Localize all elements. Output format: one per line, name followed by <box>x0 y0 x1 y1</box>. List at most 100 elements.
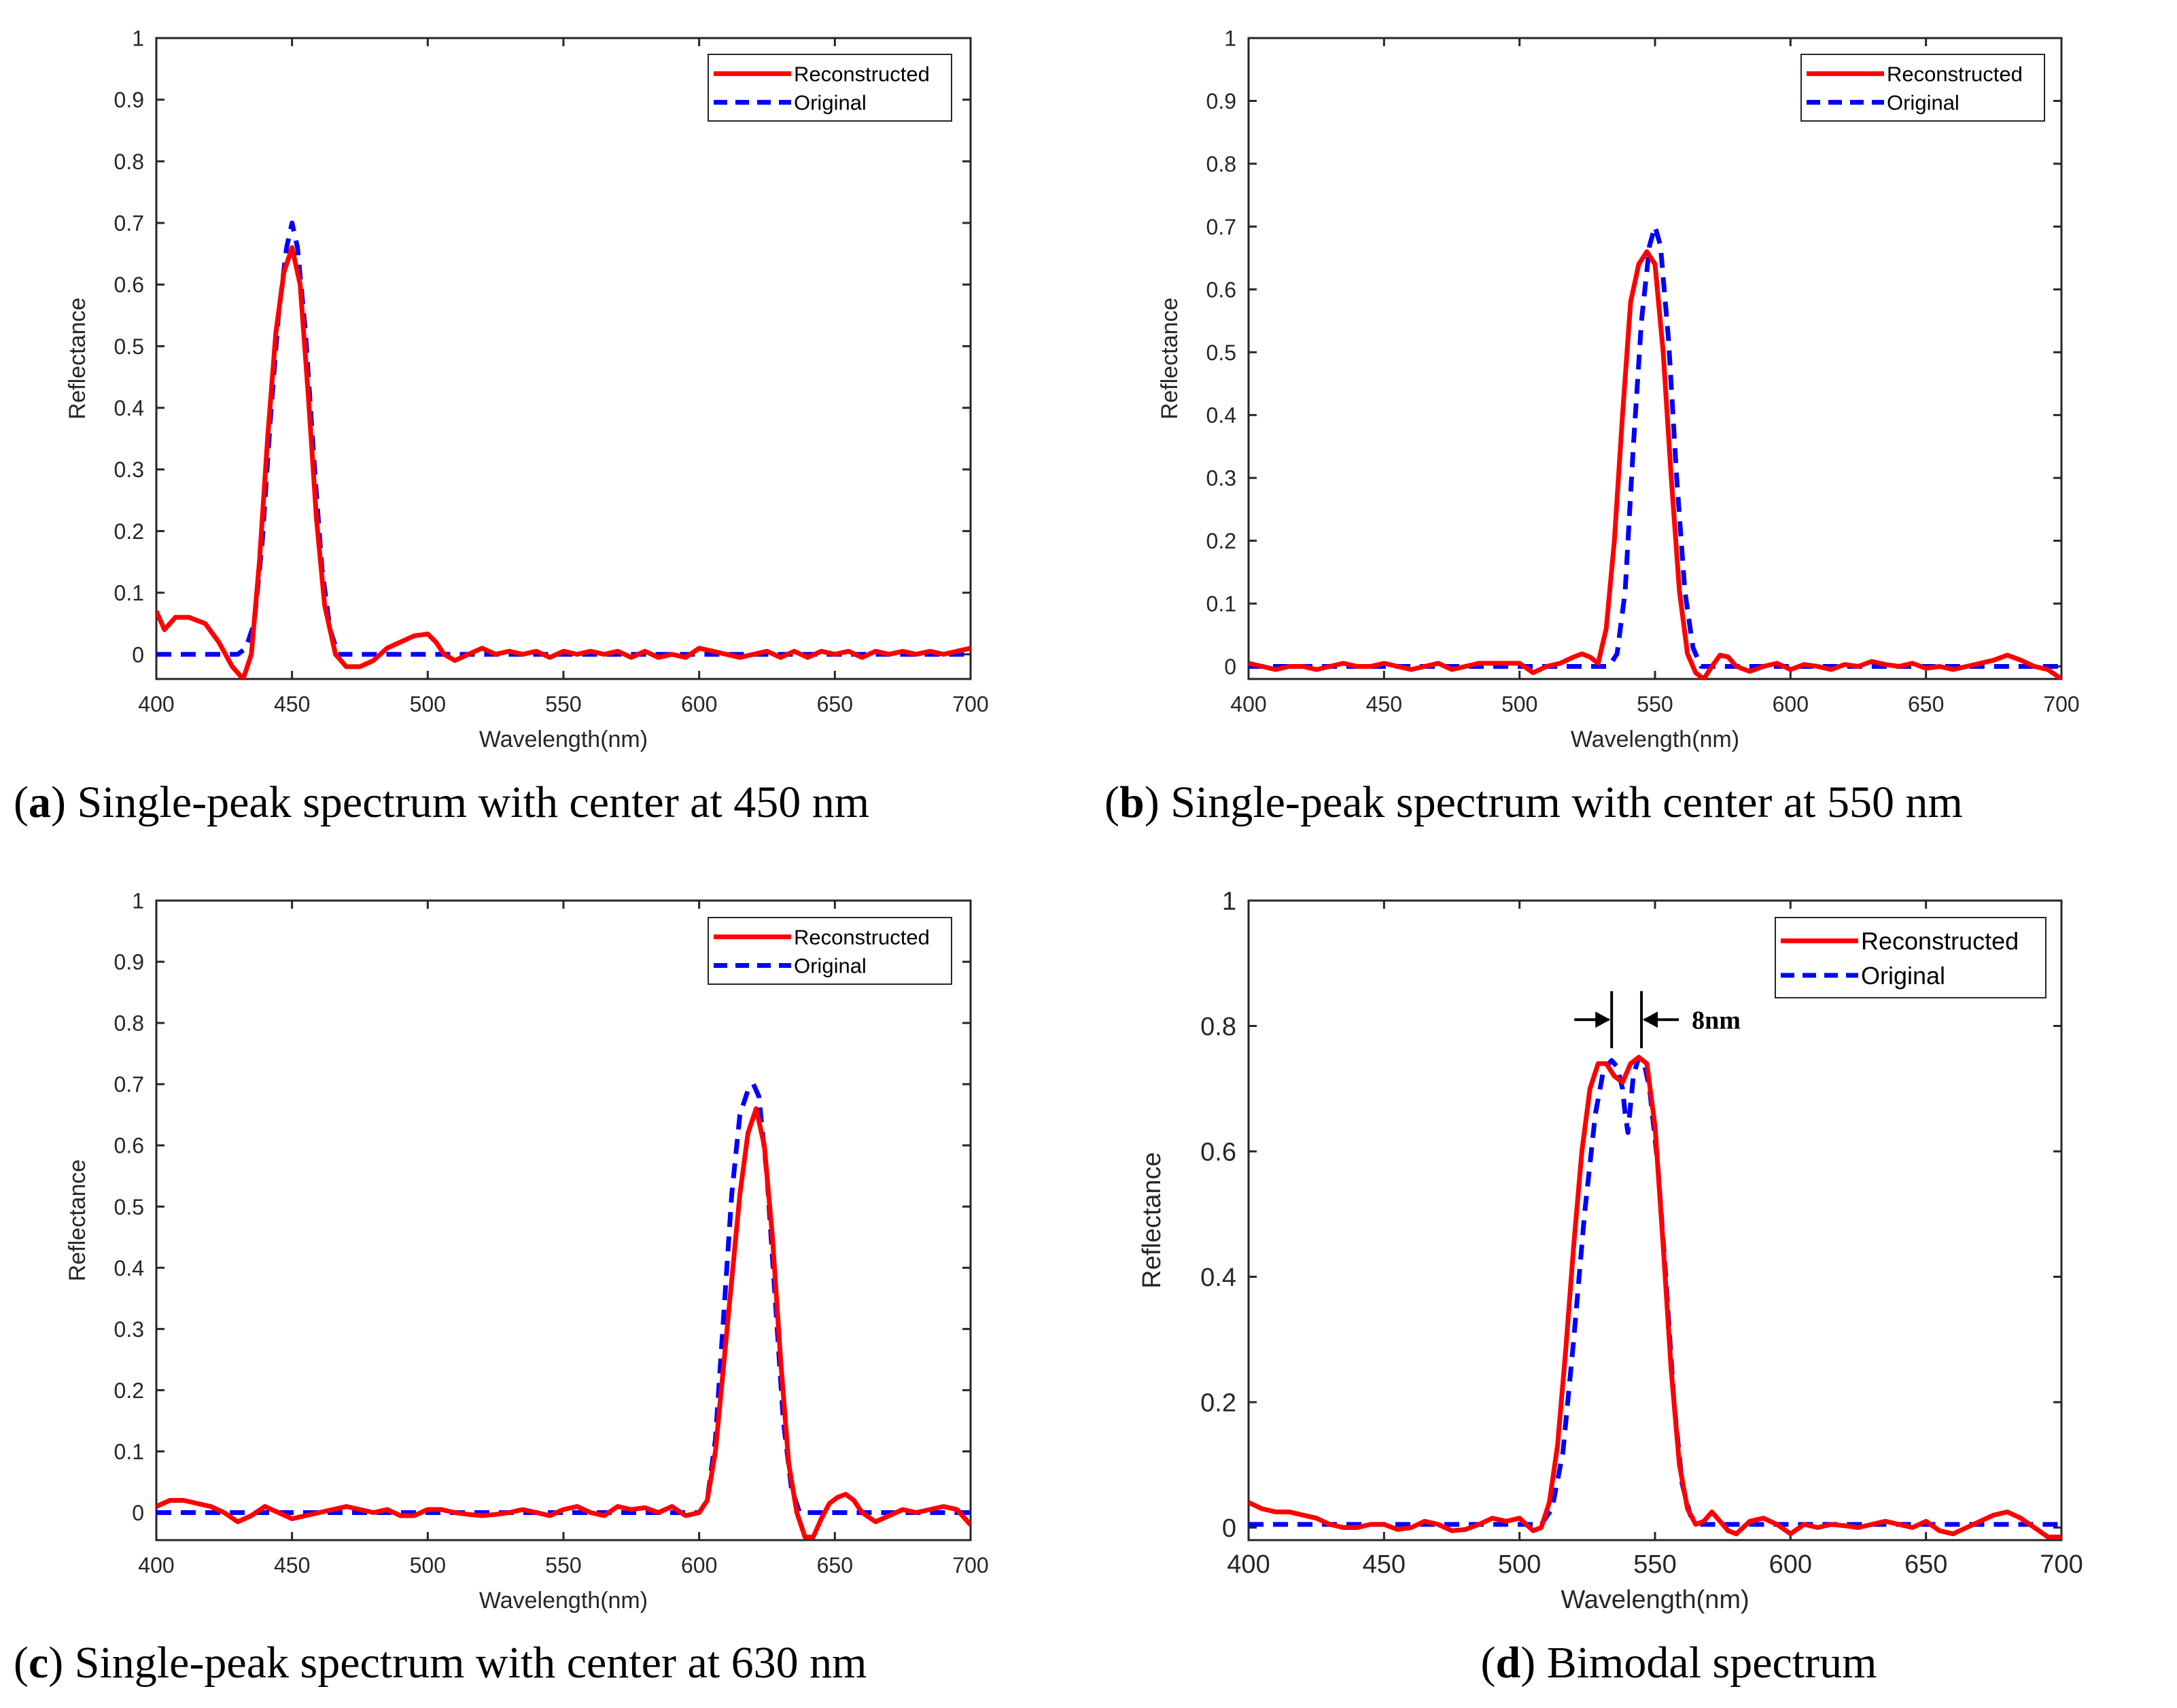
y-tick-label: 0.9 <box>114 88 144 112</box>
x-axis-label: Wavelength(nm) <box>1561 1586 1749 1614</box>
x-tick-label: 400 <box>1227 1550 1270 1579</box>
peak-separation-annotation: 8nm <box>1574 991 1741 1049</box>
legend-label-original: Original <box>794 91 867 115</box>
y-tick-label: 0.4 <box>114 1256 144 1280</box>
x-tick-label: 650 <box>1904 1550 1947 1579</box>
x-tick-label: 400 <box>1230 692 1266 716</box>
legend-label-reconstructed: Reconstructed <box>794 63 930 86</box>
y-tick-label: 0.6 <box>1206 277 1236 302</box>
series-line-reconstructed <box>156 245 971 679</box>
x-tick-label: 600 <box>1773 692 1809 716</box>
y-tick-label: 0.4 <box>1200 1263 1236 1292</box>
x-tick-label: 550 <box>1633 1550 1676 1579</box>
legend-box <box>708 917 952 985</box>
caption-label: d <box>1496 1638 1521 1688</box>
y-tick-label: 0.2 <box>114 519 144 544</box>
panel-caption: (b) Single-peak spectrum with center at … <box>1104 778 1963 827</box>
x-tick-label: 550 <box>1637 692 1673 716</box>
y-tick-label: 0.5 <box>1206 341 1236 365</box>
x-tick-label: 450 <box>1363 1550 1406 1579</box>
y-tick-label: 1 <box>1224 27 1236 51</box>
y-tick-label: 0.4 <box>114 396 144 421</box>
y-axis-label: Reflectance <box>65 1160 90 1282</box>
panel-c: 400 450 500 550 600 650 700 0 0.1 0.2 0.3 0.4 0.5 0.6… <box>14 889 989 1688</box>
x-tick-label: 650 <box>1908 692 1944 716</box>
axes-box <box>1247 37 2063 680</box>
y-tick-label: 0 <box>132 1501 144 1525</box>
x-axis-label: Wavelength(nm) <box>1571 727 1739 752</box>
x-tick-label: 500 <box>1501 692 1537 716</box>
y-tick-label: 0.8 <box>1200 1013 1236 1041</box>
x-tick-label: 400 <box>138 692 174 716</box>
annotation-label: 8nm <box>1692 1006 1741 1034</box>
series-line-reconstructed <box>156 1106 971 1539</box>
x-tick-label: 600 <box>681 1553 717 1578</box>
series-line-reconstructed <box>1249 249 2061 679</box>
caption-text: Single-peak spectrum with center at 550 … <box>1170 778 1963 827</box>
caption-label: a <box>29 778 51 827</box>
x-axis-label: Wavelength(nm) <box>479 1588 648 1614</box>
x-tick-label: 500 <box>410 1553 446 1578</box>
y-tick-label: 0.7 <box>114 211 144 236</box>
legend-box <box>1800 54 2045 122</box>
legend-box <box>1775 917 2047 998</box>
caption-label: b <box>1119 778 1145 827</box>
x-tick-label: 700 <box>952 1553 988 1578</box>
series-line-reconstructed <box>1249 1055 2061 1539</box>
y-tick-label: 1 <box>132 889 144 913</box>
series-line-original <box>156 220 971 657</box>
y-tick-label: 1 <box>1222 888 1236 916</box>
axes-box <box>155 899 972 1541</box>
y-tick-label: 0.8 <box>114 150 144 174</box>
x-tick-label: 600 <box>681 692 717 716</box>
panel-caption: (a) Single-peak spectrum with center at … <box>14 778 869 827</box>
y-tick-label: 0.6 <box>1200 1138 1236 1167</box>
panel-caption: (d) Bimodal spectrum <box>1481 1638 1877 1688</box>
caption-text: Single-peak spectrum with center at 630 … <box>75 1638 867 1688</box>
y-tick-label: 0.4 <box>1206 403 1236 428</box>
y-tick-label: 0.3 <box>114 1317 144 1342</box>
x-axis-label: Wavelength(nm) <box>479 727 648 752</box>
y-tick-label: 0.5 <box>114 334 144 359</box>
legend-label-reconstructed: Reconstructed <box>794 926 930 949</box>
y-tick-label: 0.3 <box>1206 466 1236 491</box>
y-tick-label: 0.8 <box>114 1011 144 1036</box>
legend: Reconstructed Original <box>1775 917 2047 998</box>
caption-text: Bimodal spectrum <box>1547 1638 1877 1688</box>
x-tick-label: 700 <box>2040 1550 2083 1579</box>
y-tick-label: 0.2 <box>114 1378 144 1403</box>
series-line-original <box>1249 224 2061 669</box>
y-axis-label: Reflectance <box>1138 1152 1166 1289</box>
y-tick-label: 0 <box>1224 655 1236 679</box>
y-axis-label: Reflectance <box>1157 298 1183 420</box>
legend-label-original: Original <box>794 954 867 978</box>
y-tick-label: 0.9 <box>1206 89 1236 114</box>
y-tick-label: 0.3 <box>114 457 144 482</box>
y-tick-label: 0.8 <box>1206 152 1236 176</box>
x-tick-label: 450 <box>274 1553 310 1578</box>
x-tick-label: 500 <box>410 692 446 716</box>
legend-label-reconstructed: Reconstructed <box>1887 63 2023 86</box>
panel-a: 400 450 500 550 600 650 700 0 0.1 0.2 0.3 0.4 0.5 0.6… <box>14 27 989 827</box>
y-tick-label: 0.6 <box>114 273 144 297</box>
caption-label: c <box>29 1638 48 1688</box>
legend-label-reconstructed: Reconstructed <box>1861 927 2019 955</box>
y-tick-label: 0.2 <box>1200 1389 1236 1418</box>
legend: Reconstructed Original <box>708 917 952 985</box>
axes-box <box>155 37 972 680</box>
panel-caption: (c) Single-peak spectrum with center at … <box>14 1638 867 1688</box>
y-tick-label: 0.2 <box>1206 529 1236 553</box>
y-tick-label: 0 <box>1222 1514 1236 1543</box>
legend: Reconstructed Original <box>708 54 952 122</box>
y-tick-label: 0.1 <box>114 1440 144 1464</box>
y-tick-label: 0.5 <box>114 1195 144 1219</box>
legend-box <box>708 54 952 122</box>
x-tick-label: 500 <box>1498 1550 1541 1579</box>
y-tick-label: 0.1 <box>1206 592 1236 616</box>
legend-label-original: Original <box>1887 91 1960 115</box>
x-tick-label: 450 <box>274 692 310 716</box>
y-tick-label: 1 <box>132 27 144 51</box>
x-tick-label: 650 <box>817 1553 853 1578</box>
legend: Reconstructed Original <box>1800 54 2045 122</box>
y-tick-label: 0.1 <box>114 581 144 606</box>
